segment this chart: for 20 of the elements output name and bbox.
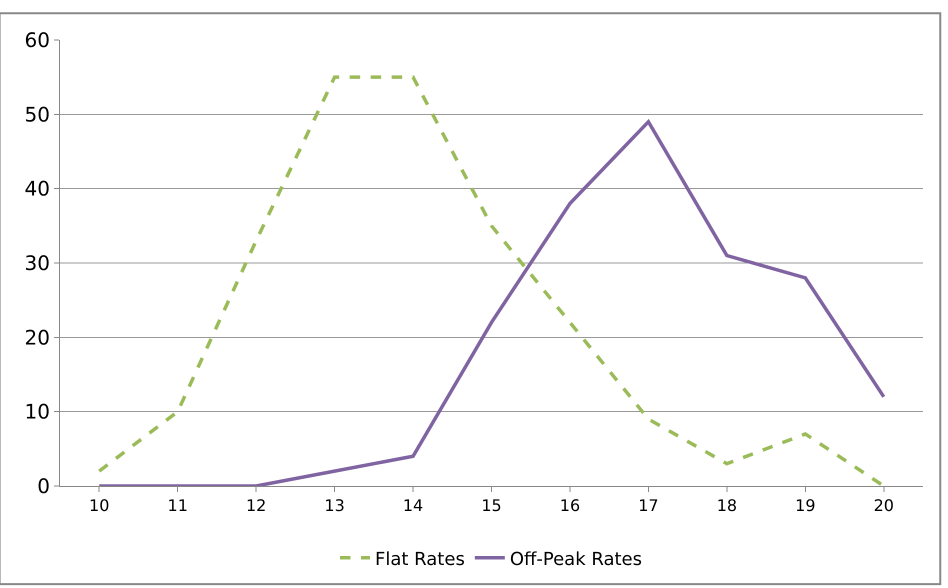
x-tick-label: 18 xyxy=(716,496,738,516)
y-tick-label: 20 xyxy=(24,325,50,350)
legend-label: Flat Rates xyxy=(375,548,465,570)
y-tick-label: 30 xyxy=(24,251,50,275)
x-tick-label: 12 xyxy=(246,496,266,516)
x-tick-label: 16 xyxy=(560,496,580,516)
x-tick-label: 11 xyxy=(168,496,188,516)
y-tick-label: 10 xyxy=(24,400,50,424)
x-tick-label: 17 xyxy=(638,496,659,516)
y-tick-label: 50 xyxy=(24,102,50,126)
y-tick-label: 60 xyxy=(24,28,50,52)
y-tick-label: 0 xyxy=(37,474,50,498)
x-tick-label: 19 xyxy=(795,496,816,516)
x-tick-label: 10 xyxy=(89,496,110,516)
legend-label: Off-Peak Rates xyxy=(510,548,642,570)
x-tick-label: 20 xyxy=(874,496,894,516)
x-tick-label: 13 xyxy=(324,496,345,516)
x-tick-label: 14 xyxy=(402,496,424,516)
x-tick-label: 15 xyxy=(481,496,502,516)
y-tick-label: 40 xyxy=(24,176,50,201)
